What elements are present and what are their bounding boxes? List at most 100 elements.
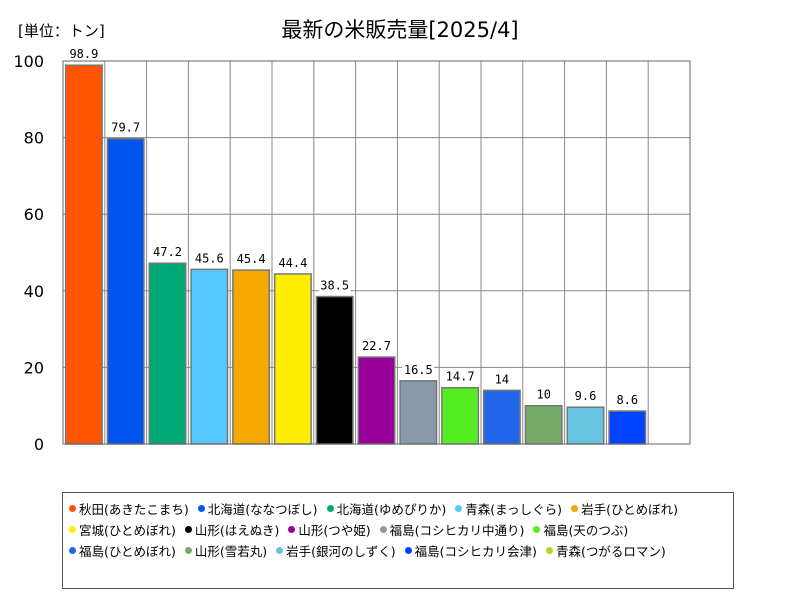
legend-marker-icon (184, 547, 192, 554)
data-label-background (360, 338, 393, 354)
bars (64, 64, 647, 445)
legend-marker-icon (404, 547, 412, 554)
data-label: 45.4 (237, 252, 266, 266)
data-label: 38.5 (320, 279, 349, 293)
legend-item: 青森(まっしぐら) (455, 498, 562, 519)
legend-item: 北海道(ななつぼし) (197, 498, 318, 519)
legend-label: 宮城(ひとめぼれ) (79, 523, 176, 538)
data-label-background (492, 371, 511, 387)
unit-label: [単位：トン] (18, 22, 105, 40)
data-label-background (235, 251, 268, 267)
legend-item: 福島(天のつぶ) (533, 519, 628, 540)
legend-item: 青森(つがるロマン) (545, 540, 666, 561)
bar (106, 137, 145, 445)
data-label-background (276, 254, 309, 270)
legend-marker-icon (184, 526, 192, 533)
data-label-background (109, 119, 142, 135)
plot-frame (62, 60, 691, 445)
data-label-background (193, 250, 226, 266)
legend-item: 秋田(あきたこまち) (69, 498, 189, 519)
legend-label: 福島(コシヒカリ中通り) (389, 523, 525, 538)
legend-marker-icon (69, 526, 76, 533)
data-label-background (67, 46, 100, 62)
legend-label: 福島(天のつぶ) (543, 523, 629, 538)
legend-label: 北海道(ゆめぴりか) (336, 502, 447, 517)
data-label: 79.7 (111, 121, 140, 135)
bar (190, 268, 229, 445)
legend-label: 岩手(銀河のしずく) (286, 544, 396, 559)
data-label: 14.7 (446, 370, 475, 384)
y-tick-label: 20 (24, 358, 44, 377)
legend-marker-icon (69, 505, 76, 512)
legend-item: 福島(コシヒカリ中通り) (379, 519, 525, 540)
legend-marker-icon (571, 505, 579, 512)
legend-item: 福島(コシヒカリ会津) (404, 540, 537, 561)
legend-marker-icon (379, 526, 387, 533)
data-label: 45.6 (195, 251, 224, 265)
legend-item: 山形(はえぬき) (184, 519, 280, 540)
data-label-background (318, 277, 351, 293)
y-tick-label: 40 (24, 282, 44, 301)
bar (608, 410, 647, 445)
bar (566, 406, 605, 445)
data-label-background (573, 388, 598, 404)
y-axis-ticks: 0 20 40 60 80 100 (13, 52, 44, 454)
data-labels: 98.9 79.7 47.2 45.6 45.4 44.4 38.5 22.7 16.5 14.7… (67, 46, 640, 408)
legend-label: 山形(雪若丸) (194, 544, 268, 559)
legend-item: 山形(雪若丸) (184, 540, 268, 561)
data-label-background (151, 244, 184, 260)
legend-item: 山形(つや姫) (288, 519, 371, 540)
data-label-background (614, 392, 640, 408)
data-label: 10 (536, 388, 550, 402)
data-label: 8.6 (616, 393, 638, 407)
legend-item: 福島(ひとめぼれ) (69, 540, 176, 561)
legend-label: 北海道(ななつぼし) (207, 502, 318, 517)
bar (441, 386, 480, 445)
legend-label: 青森(まっしぐら) (465, 502, 563, 517)
data-label: 47.2 (153, 245, 182, 259)
bar (399, 380, 438, 445)
data-label-background (534, 386, 553, 402)
y-tick-label: 60 (24, 205, 44, 224)
bar (148, 262, 187, 445)
legend-label: 福島(ひとめぼれ) (79, 544, 176, 559)
data-label: 14 (495, 372, 509, 386)
bar-chart: 0 20 40 60 80 100 98.9 79.7 47.2 45.6 45.4 44.4 38.… (13, 46, 691, 454)
y-tick-label: 0 (34, 435, 44, 454)
data-label: 98.9 (69, 47, 98, 61)
legend-item: 岩手(銀河のしずく) (276, 540, 396, 561)
legend-label: 秋田(あきたこまち) (79, 502, 189, 517)
grid-lines (63, 61, 690, 444)
legend-marker-icon (276, 547, 284, 554)
bar (482, 389, 521, 445)
legend-item: 岩手(ひとめぼれ) (571, 498, 678, 519)
bar (64, 64, 103, 445)
legend-item: 北海道(ゆめぴりか) (326, 498, 447, 519)
legend-marker-icon (197, 505, 205, 512)
legend-marker-icon (69, 547, 76, 554)
y-tick-label: 80 (24, 129, 44, 148)
bar (315, 295, 354, 445)
data-label: 22.7 (362, 339, 391, 353)
legend-label: 岩手(ひとめぼれ) (581, 502, 678, 517)
bar (524, 404, 563, 445)
legend-label: 福島(コシヒカリ会津) (414, 544, 537, 559)
legend-label: 青森(つがるロマン) (555, 544, 666, 559)
bar (357, 356, 396, 445)
data-label: 16.5 (404, 363, 433, 377)
data-label-background (402, 361, 435, 377)
legend: 秋田(あきたこまち) 北海道(ななつぼし) 北海道(ゆめぴりか) 青森(まっしぐら) 岩… (62, 492, 734, 589)
chart-title: 最新の米販売量[2025/4] (281, 18, 519, 42)
legend-marker-icon (533, 526, 541, 533)
legend-marker-icon (288, 526, 296, 533)
legend-marker-icon (326, 505, 334, 512)
legend-marker-icon (545, 547, 553, 554)
bar (273, 273, 312, 445)
y-tick-label: 100 (13, 52, 44, 71)
data-label: 9.6 (575, 389, 597, 403)
data-label-background (444, 368, 477, 384)
bar (232, 269, 271, 445)
legend-label: 山形(はえぬき) (194, 523, 280, 538)
legend-label: 山形(つや姫) (298, 523, 371, 538)
data-label: 44.4 (278, 256, 307, 270)
